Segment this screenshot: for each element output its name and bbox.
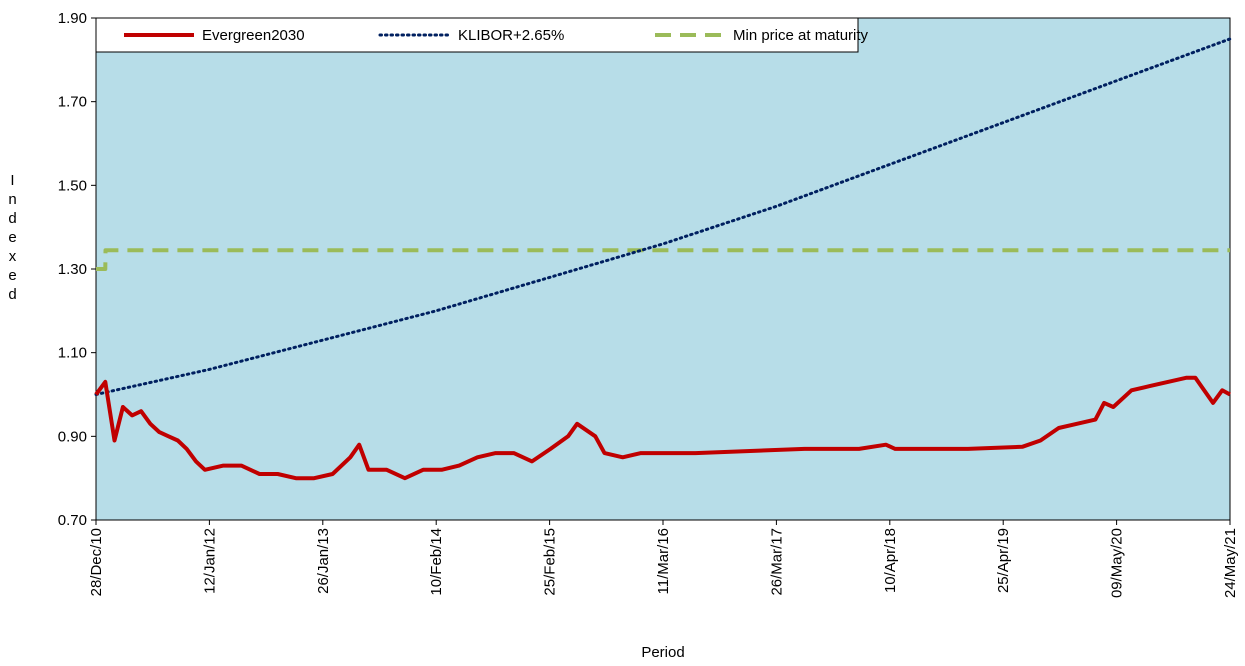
y-axis-label: Indexed — [4, 172, 21, 305]
legend-label: Evergreen2030 — [202, 27, 305, 44]
legend: Evergreen2030 KLIBOR+2.65% Min price at ma… — [95, 17, 869, 53]
y-tick-label: 0.70 — [58, 512, 87, 529]
x-tick-label: 10/Feb/14 — [428, 528, 445, 596]
legend-label: KLIBOR+2.65% — [458, 27, 564, 44]
y-tick-label: 1.30 — [58, 261, 87, 278]
x-tick-label: 12/Jan/12 — [201, 528, 218, 594]
series-line — [94, 375, 1231, 481]
x-tick-label: 24/May/21 — [1222, 528, 1239, 598]
x-tick-label: 10/Apr/18 — [882, 528, 899, 593]
y-tick-label: 1.10 — [58, 345, 87, 362]
x-tick-label: 11/Mar/16 — [655, 528, 672, 594]
x-tick-label: 26/Mar/17 — [768, 528, 785, 596]
x-tick-label: 25/Feb/15 — [542, 528, 559, 596]
x-tick-label: 26/Jan/13 — [315, 528, 332, 594]
legend-box — [95, 17, 859, 53]
legend-label: Min price at maturity — [733, 27, 869, 44]
y-tick-label: 0.90 — [58, 428, 87, 445]
y-tick-label: 1.70 — [58, 94, 87, 111]
x-axis-label: Period — [641, 644, 684, 661]
y-tick-label: 1.90 — [58, 10, 87, 27]
x-tick-label: 09/May/20 — [1109, 528, 1126, 598]
series-line — [96, 248, 1230, 271]
plot-area — [95, 17, 1231, 521]
x-tick-label: 25/Apr/19 — [995, 528, 1012, 593]
x-tick-label: 28/Dec/10 — [88, 528, 105, 596]
y-tick-label: 1.50 — [58, 177, 87, 194]
series-line — [94, 37, 1232, 396]
